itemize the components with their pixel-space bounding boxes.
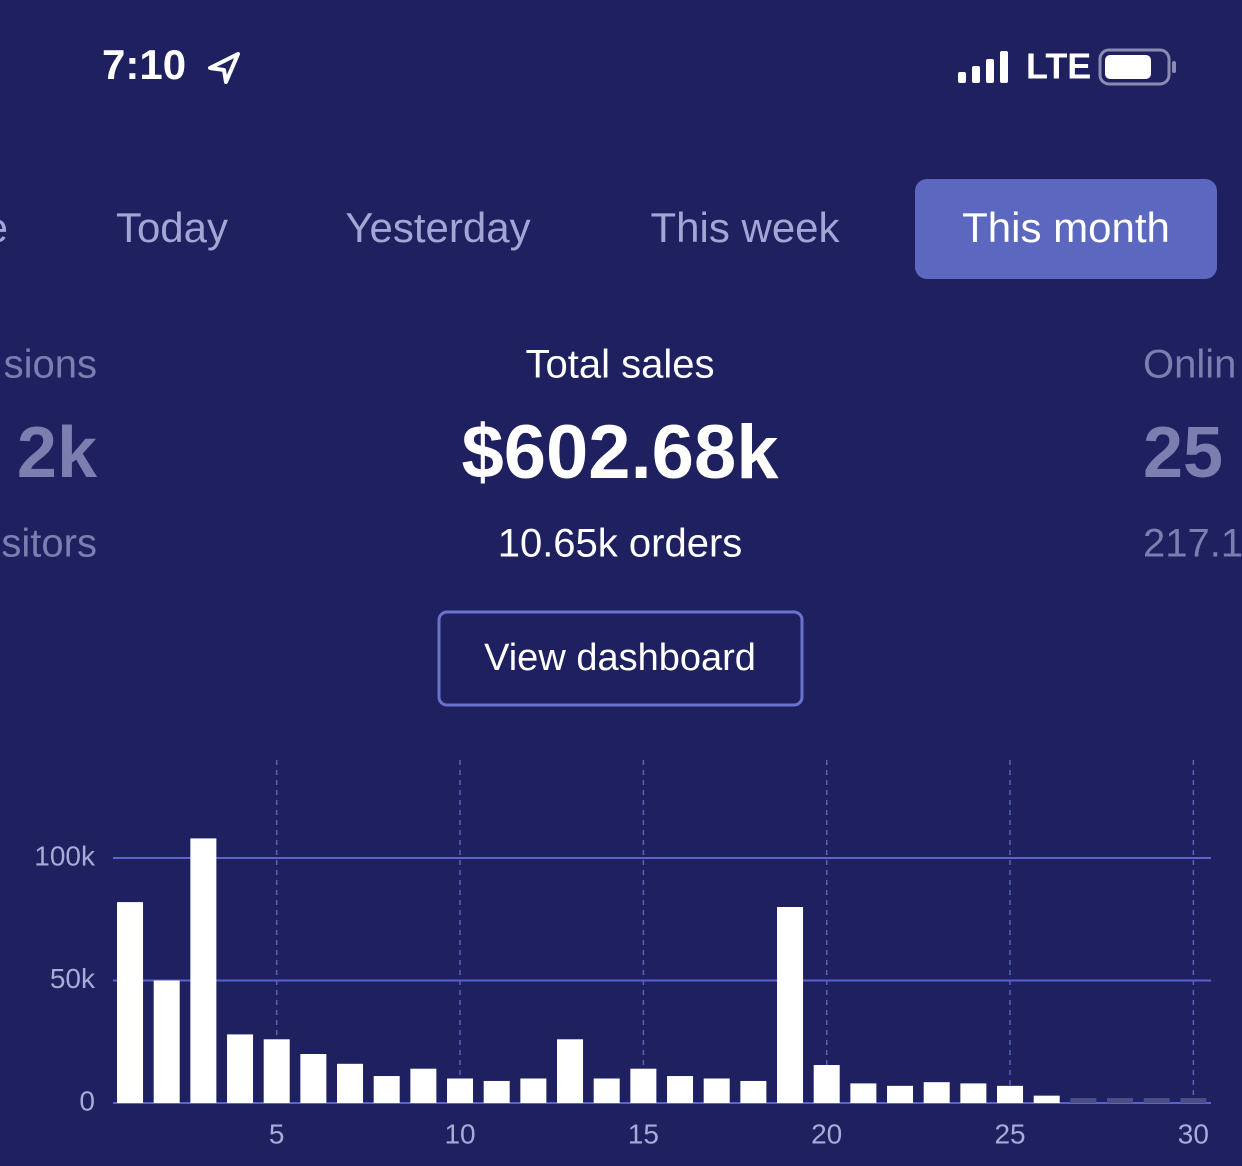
bar (997, 1085, 1024, 1103)
bar (410, 1068, 437, 1103)
empty-bar (1180, 1098, 1207, 1103)
bar (520, 1078, 547, 1103)
bar (227, 1034, 254, 1103)
bar (630, 1068, 657, 1103)
x-tick-label: 25 (994, 1118, 1025, 1149)
y-tick-label: 100k (34, 840, 96, 871)
x-tick-label: 20 (811, 1118, 842, 1149)
tab[interactable]: Yesterday (345, 204, 530, 251)
metric-title: sions (4, 343, 97, 387)
bar (667, 1076, 694, 1103)
bar (337, 1063, 364, 1103)
tab[interactable]: This week (650, 204, 840, 251)
tab-active-bg[interactable] (915, 179, 1217, 279)
bar (777, 907, 804, 1103)
location-icon (208, 52, 240, 84)
y-tick-label: 50k (50, 963, 96, 994)
bar (593, 1078, 620, 1103)
tab[interactable]: This month (962, 204, 1170, 251)
x-tick-label: 5 (269, 1118, 285, 1149)
bar (373, 1076, 400, 1103)
bar (1033, 1095, 1060, 1103)
bar (117, 902, 144, 1103)
metric-value: 2k (17, 413, 98, 493)
tab[interactable]: e (0, 204, 8, 251)
bar (703, 1078, 730, 1103)
bar (960, 1083, 987, 1103)
metric-title: Onlin (1143, 343, 1236, 387)
bar (557, 1039, 584, 1103)
metric-title: Total sales (526, 343, 715, 387)
empty-bar (1143, 1098, 1170, 1103)
metric-subtitle: sitors (1, 522, 97, 566)
button-label[interactable]: View dashboard (484, 637, 756, 679)
bar (300, 1054, 327, 1103)
clock: 7:10 (102, 41, 186, 88)
bar (190, 838, 217, 1103)
bar (923, 1082, 950, 1103)
view-dashboard-button[interactable] (437, 610, 804, 707)
battery-icon (1098, 48, 1176, 86)
bar (483, 1080, 510, 1103)
x-tick-label: 10 (444, 1118, 475, 1149)
signal-icon (958, 51, 1008, 83)
bar (813, 1065, 840, 1103)
y-tick-label: 0 (79, 1085, 95, 1116)
metric-value: 25 (1143, 413, 1223, 493)
empty-bar (1107, 1098, 1134, 1103)
metric-value: $602.68k (462, 410, 780, 495)
bar (263, 1039, 290, 1103)
bar (740, 1080, 767, 1103)
metric-subtitle: 217.1 (1143, 522, 1242, 566)
bar (447, 1078, 474, 1103)
bar (153, 980, 180, 1103)
x-tick-label: 30 (1178, 1118, 1209, 1149)
metric-subtitle: 10.65k orders (498, 522, 743, 566)
x-tick-label: 15 (628, 1118, 659, 1149)
bar (850, 1083, 877, 1103)
empty-bar (1070, 1098, 1097, 1103)
tab[interactable]: Today (116, 204, 228, 251)
bar (887, 1085, 914, 1103)
network-label: LTE (1026, 46, 1091, 87)
